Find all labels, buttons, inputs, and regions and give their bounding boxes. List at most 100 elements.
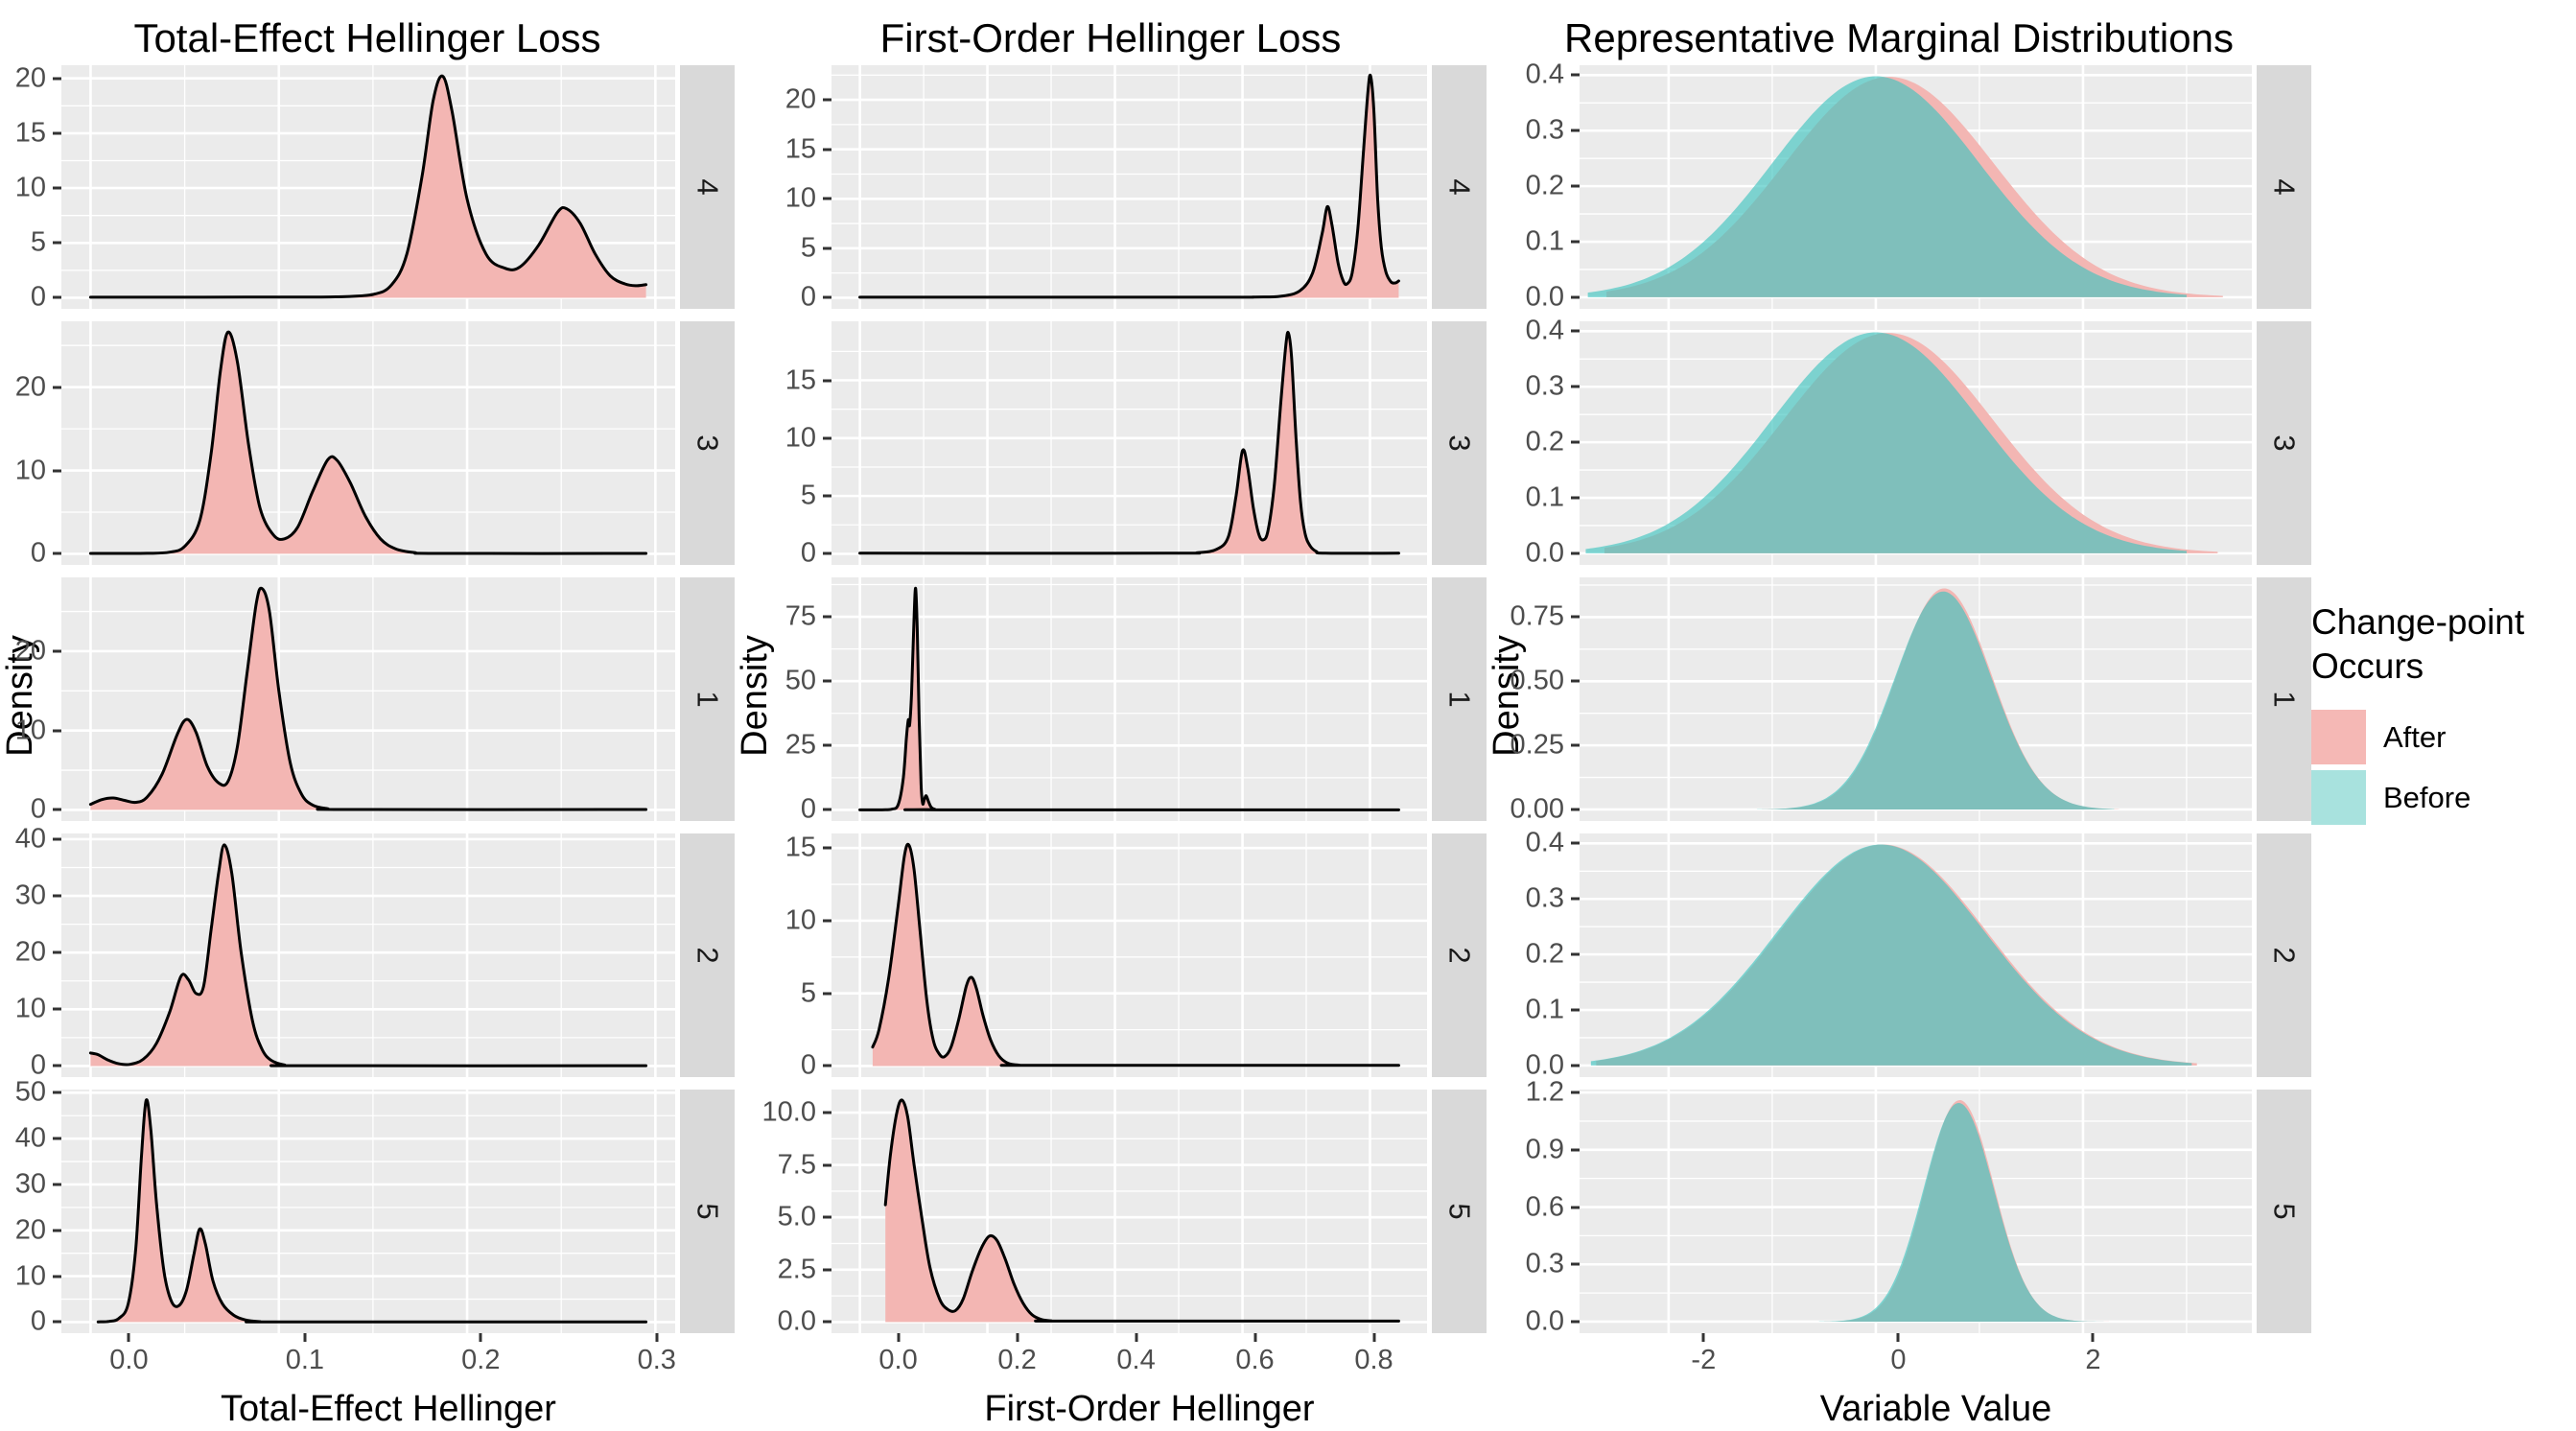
x-tick-mark [2091, 1333, 2095, 1342]
y-tick-label: 7.5 [777, 1149, 816, 1181]
y-tick-label: 10 [785, 182, 816, 214]
y-tick-label: 5.0 [777, 1201, 816, 1232]
y-tick-mark [823, 743, 831, 747]
y-tick-label: 10 [14, 172, 46, 203]
y-tick-mark [1571, 1091, 1580, 1094]
y-tick-mark [1571, 897, 1580, 901]
y-axis-gutter: 0 5 10 15 [735, 321, 831, 569]
facet-row-4: 0 5 10 15 20 4 [0, 62, 735, 313]
facet-strip-label: 1 [2267, 691, 2302, 708]
facet-strip-3: 3 [2257, 321, 2311, 565]
y-tick-label: 0.3 [1525, 1248, 1564, 1279]
facet-strip-2: 2 [1432, 833, 1487, 1077]
y-tick-mark [823, 615, 831, 619]
facet-strip-1: 1 [1432, 577, 1487, 821]
y-tick-mark [53, 551, 61, 555]
facet-strip-1: 1 [680, 577, 735, 821]
y-tick-mark [1571, 385, 1580, 388]
y-tick-label: 0.50 [1510, 665, 1564, 696]
facet-strip-label: 3 [691, 434, 725, 452]
density-panel-facet-5 [61, 1090, 675, 1333]
y-tick-mark [1571, 1064, 1580, 1067]
density-panel-facet-4 [61, 65, 675, 309]
y-tick-mark [1571, 808, 1580, 811]
density-panel-facet-1 [1580, 577, 2252, 821]
facet-rows-first-order: 0 5 10 15 20 4 0 5 10 15 3 0 25 50 75 1 0 5 10 15 2 0.0 2.5 5.0… [735, 65, 1487, 1337]
facet-rows-marginals: 0.0 0.1 0.2 0.3 0.4 4 0.0 0.1 0.2 0.3 0.4 3 0.00 0.25… [1487, 59, 2311, 1336]
y-tick-label: 25 [785, 729, 816, 761]
y-tick-mark [1571, 743, 1580, 747]
y-tick-mark [1571, 679, 1580, 683]
x-tick-mark [127, 1333, 130, 1342]
y-tick-label: 20 [785, 83, 816, 115]
density-panel-facet-2 [1580, 833, 2252, 1077]
y-tick-mark [823, 1215, 831, 1219]
x-tick-label: 0.3 [637, 1345, 676, 1375]
y-tick-mark [823, 919, 831, 923]
facet-row-1: 0 25 50 75 1 [735, 577, 1487, 825]
y-tick-label: 20 [14, 1214, 46, 1246]
legend-item-after: After [2311, 710, 2576, 765]
x-tick-label: 0.2 [997, 1345, 1037, 1375]
x-tick-mark [1701, 1333, 1705, 1342]
y-tick-mark [823, 295, 831, 299]
facet-row-5: 0.0 0.3 0.6 0.9 1.2 5 [1487, 1077, 2311, 1336]
facet-strip-label: 4 [1442, 178, 1477, 196]
y-tick-label: 10 [785, 422, 816, 454]
facet-strip-5: 5 [1432, 1090, 1487, 1333]
column-marginals: Representative Marginal Distributions De… [1487, 0, 2311, 1431]
y-tick-label: 0.3 [1525, 882, 1564, 914]
facet-strip-5: 5 [680, 1090, 735, 1333]
y-axis-gutter: 0 25 50 75 [735, 577, 831, 825]
density-panel-facet-4 [1580, 65, 2252, 309]
facet-row-4: 0 5 10 15 20 4 [735, 65, 1487, 313]
y-tick-mark [1571, 841, 1580, 845]
y-axis-gutter: 0.0 0.1 0.2 0.3 0.4 [1487, 316, 1580, 568]
y-tick-label: 0.4 [1525, 59, 1564, 90]
y-tick-mark [1571, 295, 1580, 299]
y-tick-label: 20 [14, 936, 46, 968]
y-tick-label: 2.5 [777, 1254, 816, 1285]
y-tick-mark [1571, 1320, 1580, 1324]
y-tick-mark [1571, 952, 1580, 956]
density-panel-facet-3 [831, 321, 1427, 565]
x-tick-label: -2 [1691, 1345, 1717, 1375]
y-axis-gutter: 0 10 20 [0, 321, 61, 569]
facet-row-3: 0 5 10 15 3 [735, 321, 1487, 569]
facet-strip-label: 1 [1442, 691, 1477, 708]
y-tick-mark [53, 808, 61, 811]
y-tick-label: 0.1 [1525, 994, 1564, 1025]
y-axis-gutter: 0.0 2.5 5.0 7.5 10.0 [735, 1090, 831, 1337]
y-tick-label: 0.3 [1525, 114, 1564, 146]
y-tick-label: 0 [800, 281, 816, 313]
y-tick-mark [1571, 184, 1580, 188]
y-tick-mark [53, 469, 61, 473]
y-tick-mark [53, 649, 61, 653]
y-tick-mark [823, 992, 831, 996]
y-tick-mark [823, 808, 831, 811]
y-tick-label: 40 [14, 823, 46, 855]
facet-strip-label: 2 [1442, 947, 1477, 964]
y-tick-mark [53, 1275, 61, 1279]
y-tick-label: 0 [30, 1049, 46, 1081]
plot-title-total-effect: Total-Effect Hellinger Loss [133, 15, 601, 60]
y-tick-mark [53, 131, 61, 135]
legend-item-before: Before [2311, 770, 2576, 826]
y-tick-label: 20 [14, 371, 46, 403]
y-axis-gutter: 0.00 0.25 0.50 0.75 [1487, 577, 1580, 824]
x-axis-first-order: 0.0 0.2 0.4 0.6 0.8 [735, 1333, 1487, 1381]
y-tick-label: 30 [14, 880, 46, 911]
density-panel-facet-2 [831, 833, 1427, 1077]
y-axis-gutter: 0.0 0.1 0.2 0.3 0.4 [1487, 59, 1580, 312]
x-tick-mark [1896, 1333, 1900, 1342]
y-tick-label: 10 [14, 1260, 46, 1292]
y-tick-label: 0.00 [1510, 793, 1564, 825]
y-tick-label: 0.0 [1525, 1049, 1564, 1081]
facet-strip-label: 5 [2267, 1203, 2302, 1220]
y-tick-mark [823, 197, 831, 200]
y-tick-label: 20 [14, 635, 46, 667]
density-panel-facet-4 [831, 65, 1427, 309]
legend-swatch-after [2311, 710, 2366, 765]
y-tick-mark [823, 379, 831, 382]
